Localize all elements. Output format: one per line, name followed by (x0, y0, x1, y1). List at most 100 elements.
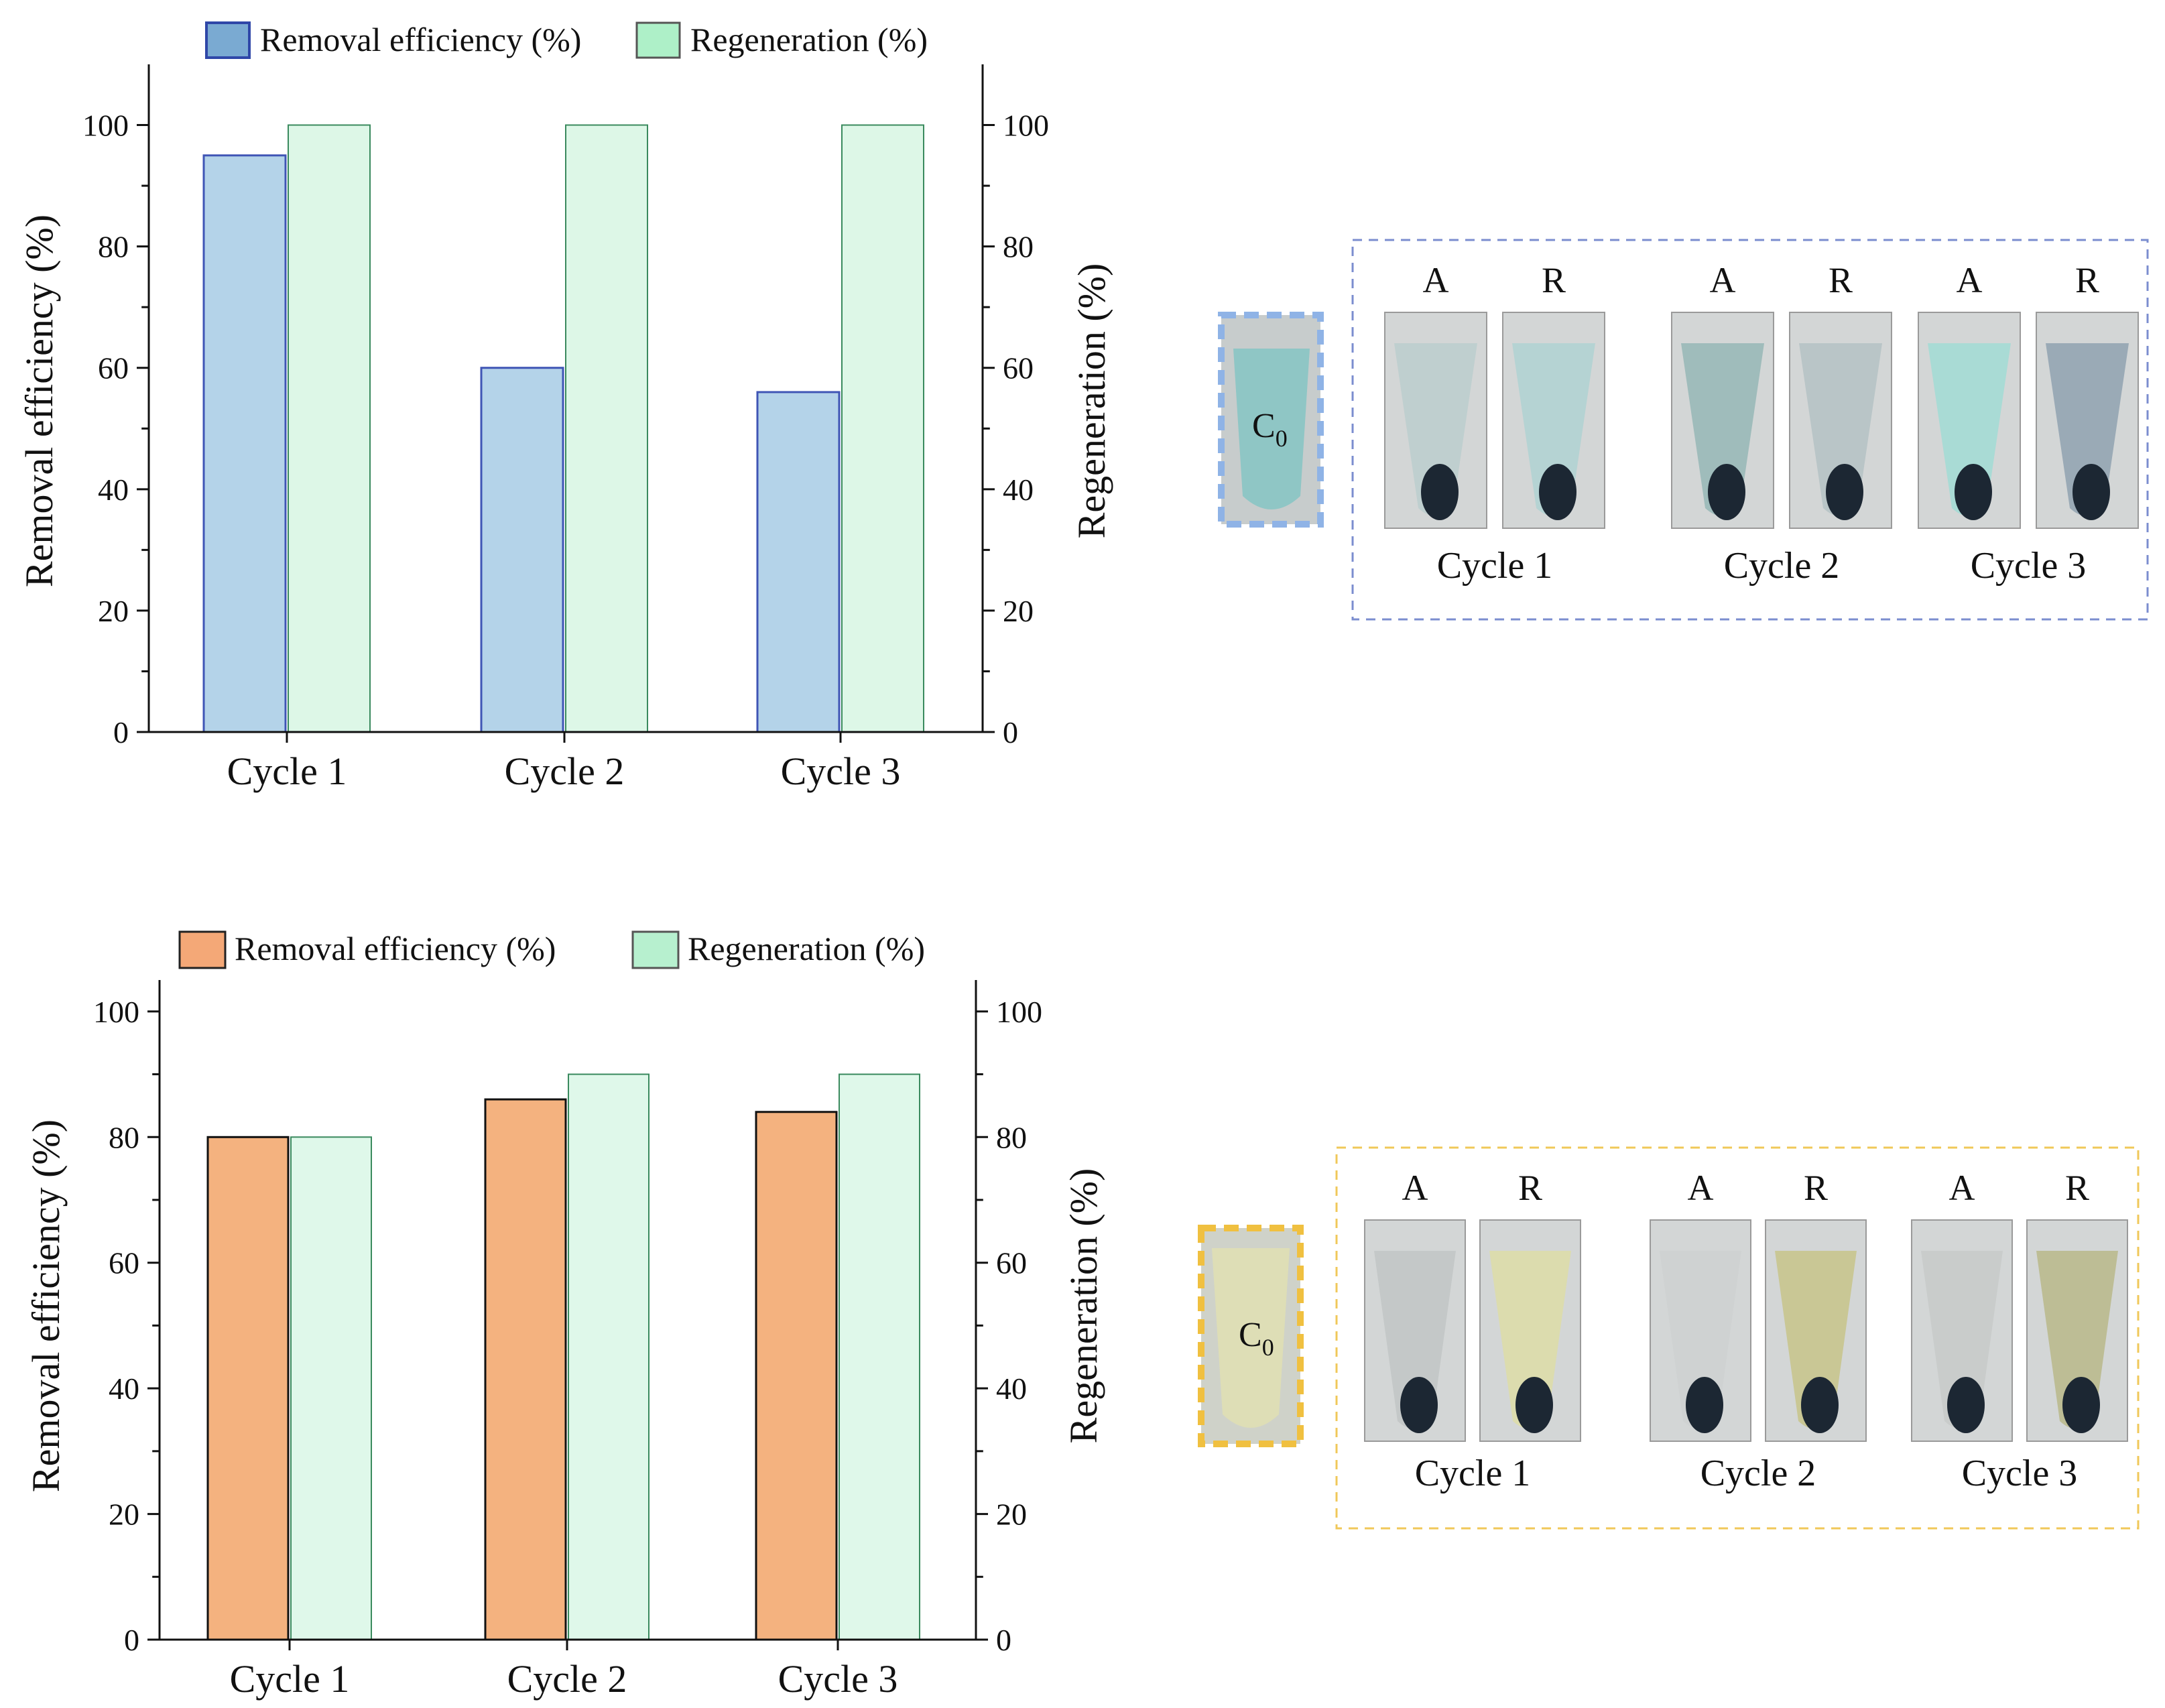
y-tick-label-left: 80 (98, 230, 129, 264)
y-tick-label-right: 60 (1003, 351, 1034, 385)
bar-removal-1 (202, 154, 287, 733)
tube-liquid-a (1928, 343, 2011, 516)
x-tick-label: Cycle 3 (778, 1657, 898, 1701)
bars-bottom (206, 1073, 920, 1641)
y-tick-label-right: 0 (1003, 715, 1018, 749)
bar-removal-2 (484, 1098, 567, 1641)
c0-label: C0 (1252, 407, 1288, 452)
adsorbent-pellet-a (1686, 1377, 1723, 1433)
y-tick-label-left: 100 (82, 109, 129, 143)
tube-label-r: R (2065, 1168, 2089, 1208)
y-tick-label-left: 60 (98, 351, 129, 385)
legend-label-regeneration: Regeneration (%) (688, 930, 925, 967)
chart-bottom: Removal efficiency (%) Regeneration (%) … (24, 930, 1105, 1701)
photo-panel-frame (1335, 1146, 2140, 1530)
bar-regeneration-3 (841, 124, 924, 733)
x-tick-label: Cycle 1 (230, 1657, 350, 1701)
tube-label-a: A (1402, 1168, 1428, 1208)
y-tick-label-left: 60 (109, 1246, 139, 1280)
y-tick-label-right: 80 (1003, 230, 1034, 264)
c0-liquid (1233, 349, 1310, 509)
tube-liquid-a (1681, 343, 1764, 516)
tube-label-a: A (1949, 1168, 1975, 1208)
bar-regeneration-1 (288, 124, 371, 733)
tube-label-a: A (1710, 260, 1736, 300)
y-tick-label-right: 40 (996, 1371, 1027, 1406)
adsorbent-pellet-a (1955, 464, 1992, 520)
tube-liquid-r (1775, 1251, 1857, 1429)
y-tick-label-right: 20 (1003, 594, 1034, 628)
tube-liquid-a (1660, 1251, 1741, 1429)
y-axis-title-left: Removal efficiency (%) (24, 1119, 68, 1492)
photo-panel-bottom: C0 A R Cycle 1 A R Cycle 2 A R Cycle 3 (1198, 1146, 2140, 1530)
tube-label-r: R (1804, 1168, 1828, 1208)
bar-removal-3 (755, 1111, 838, 1641)
tube-liquid-r (1512, 343, 1595, 516)
x-tick-label: Cycle 1 (227, 749, 347, 793)
adsorbent-pellet-a (1421, 464, 1459, 520)
adsorbent-pellet-r (1826, 464, 1863, 520)
chart-top: Removal efficiency (%) Regeneration (%) … (17, 21, 1113, 793)
y-tick-label-left: 0 (124, 1623, 139, 1657)
tube-cycle-label: Cycle 2 (1724, 545, 1840, 587)
y-tick-label-left: 20 (109, 1498, 139, 1532)
x-tick-label: Cycle 2 (505, 749, 625, 793)
adsorbent-pellet-r (1801, 1377, 1839, 1433)
tube-liquid-a (1374, 1251, 1456, 1429)
legend-bottom: Removal efficiency (%) Regeneration (%) (178, 930, 925, 969)
tube-cycle-label: Cycle 3 (1962, 1453, 2078, 1494)
tube-groups-bottom: A R Cycle 1 A R Cycle 2 A R Cycle 3 (1364, 1168, 2128, 1494)
c0-tube: C0 (1218, 312, 1324, 528)
x-tick-label: Cycle 3 (781, 749, 901, 793)
c0-liquid (1212, 1248, 1290, 1428)
tube-label-a: A (1957, 260, 1983, 300)
legend-label-removal: Removal efficiency (%) (260, 21, 581, 58)
adsorbent-pellet-r (2062, 1377, 2100, 1433)
tube-cycle-label: Cycle 1 (1415, 1453, 1531, 1494)
tube-label-r: R (1542, 260, 1566, 300)
tube-groups-top: A R Cycle 1 A R Cycle 2 A R Cycle 3 (1384, 260, 2139, 587)
tube-cycle-label: Cycle 2 (1700, 1453, 1816, 1494)
tube-group-cycle-1: A R Cycle 1 (1384, 260, 1605, 587)
tube-group-cycle-2: A R Cycle 2 (1650, 1168, 1867, 1494)
tube-liquid-r (1489, 1251, 1571, 1429)
bar-regeneration-2 (568, 1073, 650, 1640)
bar-removal-2 (480, 367, 564, 733)
tube-cycle-label: Cycle 3 (1971, 545, 2087, 587)
tube-label-a: A (1423, 260, 1449, 300)
photo-panel-frame (1351, 239, 2149, 621)
adsorbent-pellet-r (2073, 464, 2110, 520)
tube-label-r: R (1518, 1168, 1542, 1208)
y-tick-label-right: 60 (996, 1246, 1027, 1280)
c0-subscript: 0 (1276, 425, 1288, 452)
y-axis-title-right: Regeneration (%) (1070, 263, 1113, 539)
legend-top: Removal efficiency (%) Regeneration (%) (205, 21, 928, 59)
tube-liquid-a (1394, 343, 1477, 516)
tube-group-cycle-2: A R Cycle 2 (1671, 260, 1892, 587)
legend-swatch-removal (205, 21, 251, 59)
c0-frame (1198, 1225, 1304, 1447)
c0-subscript: 0 (1262, 1334, 1274, 1361)
c0-frame (1218, 312, 1324, 528)
y-tick-label-right: 100 (996, 995, 1042, 1029)
adsorbent-pellet-a (1400, 1377, 1438, 1433)
bar-removal-1 (206, 1136, 290, 1641)
y-tick-label-right: 80 (996, 1120, 1027, 1154)
tube-label-r: R (2075, 260, 2099, 300)
adsorbent-pellet-r (1516, 1377, 1553, 1433)
y-tick-label-left: 40 (98, 473, 129, 507)
legend-label-removal: Removal efficiency (%) (235, 930, 556, 967)
y-tick-label-left: 40 (109, 1371, 139, 1406)
y-axis-title-left: Removal efficiency (%) (17, 215, 61, 587)
tube-group-cycle-3: A R Cycle 3 (1911, 1168, 2128, 1494)
c0-tube: C0 (1198, 1225, 1304, 1447)
x-tick-label: Cycle 2 (507, 1657, 627, 1701)
y-tick-label-right: 20 (996, 1498, 1027, 1532)
tube-label-r: R (1829, 260, 1853, 300)
bar-regeneration-1 (290, 1136, 372, 1641)
adsorbent-pellet-a (1708, 464, 1745, 520)
tube-group-cycle-3: A R Cycle 3 (1918, 260, 2139, 587)
y-tick-label-right: 40 (1003, 473, 1034, 507)
legend-swatch-regeneration (635, 21, 681, 59)
